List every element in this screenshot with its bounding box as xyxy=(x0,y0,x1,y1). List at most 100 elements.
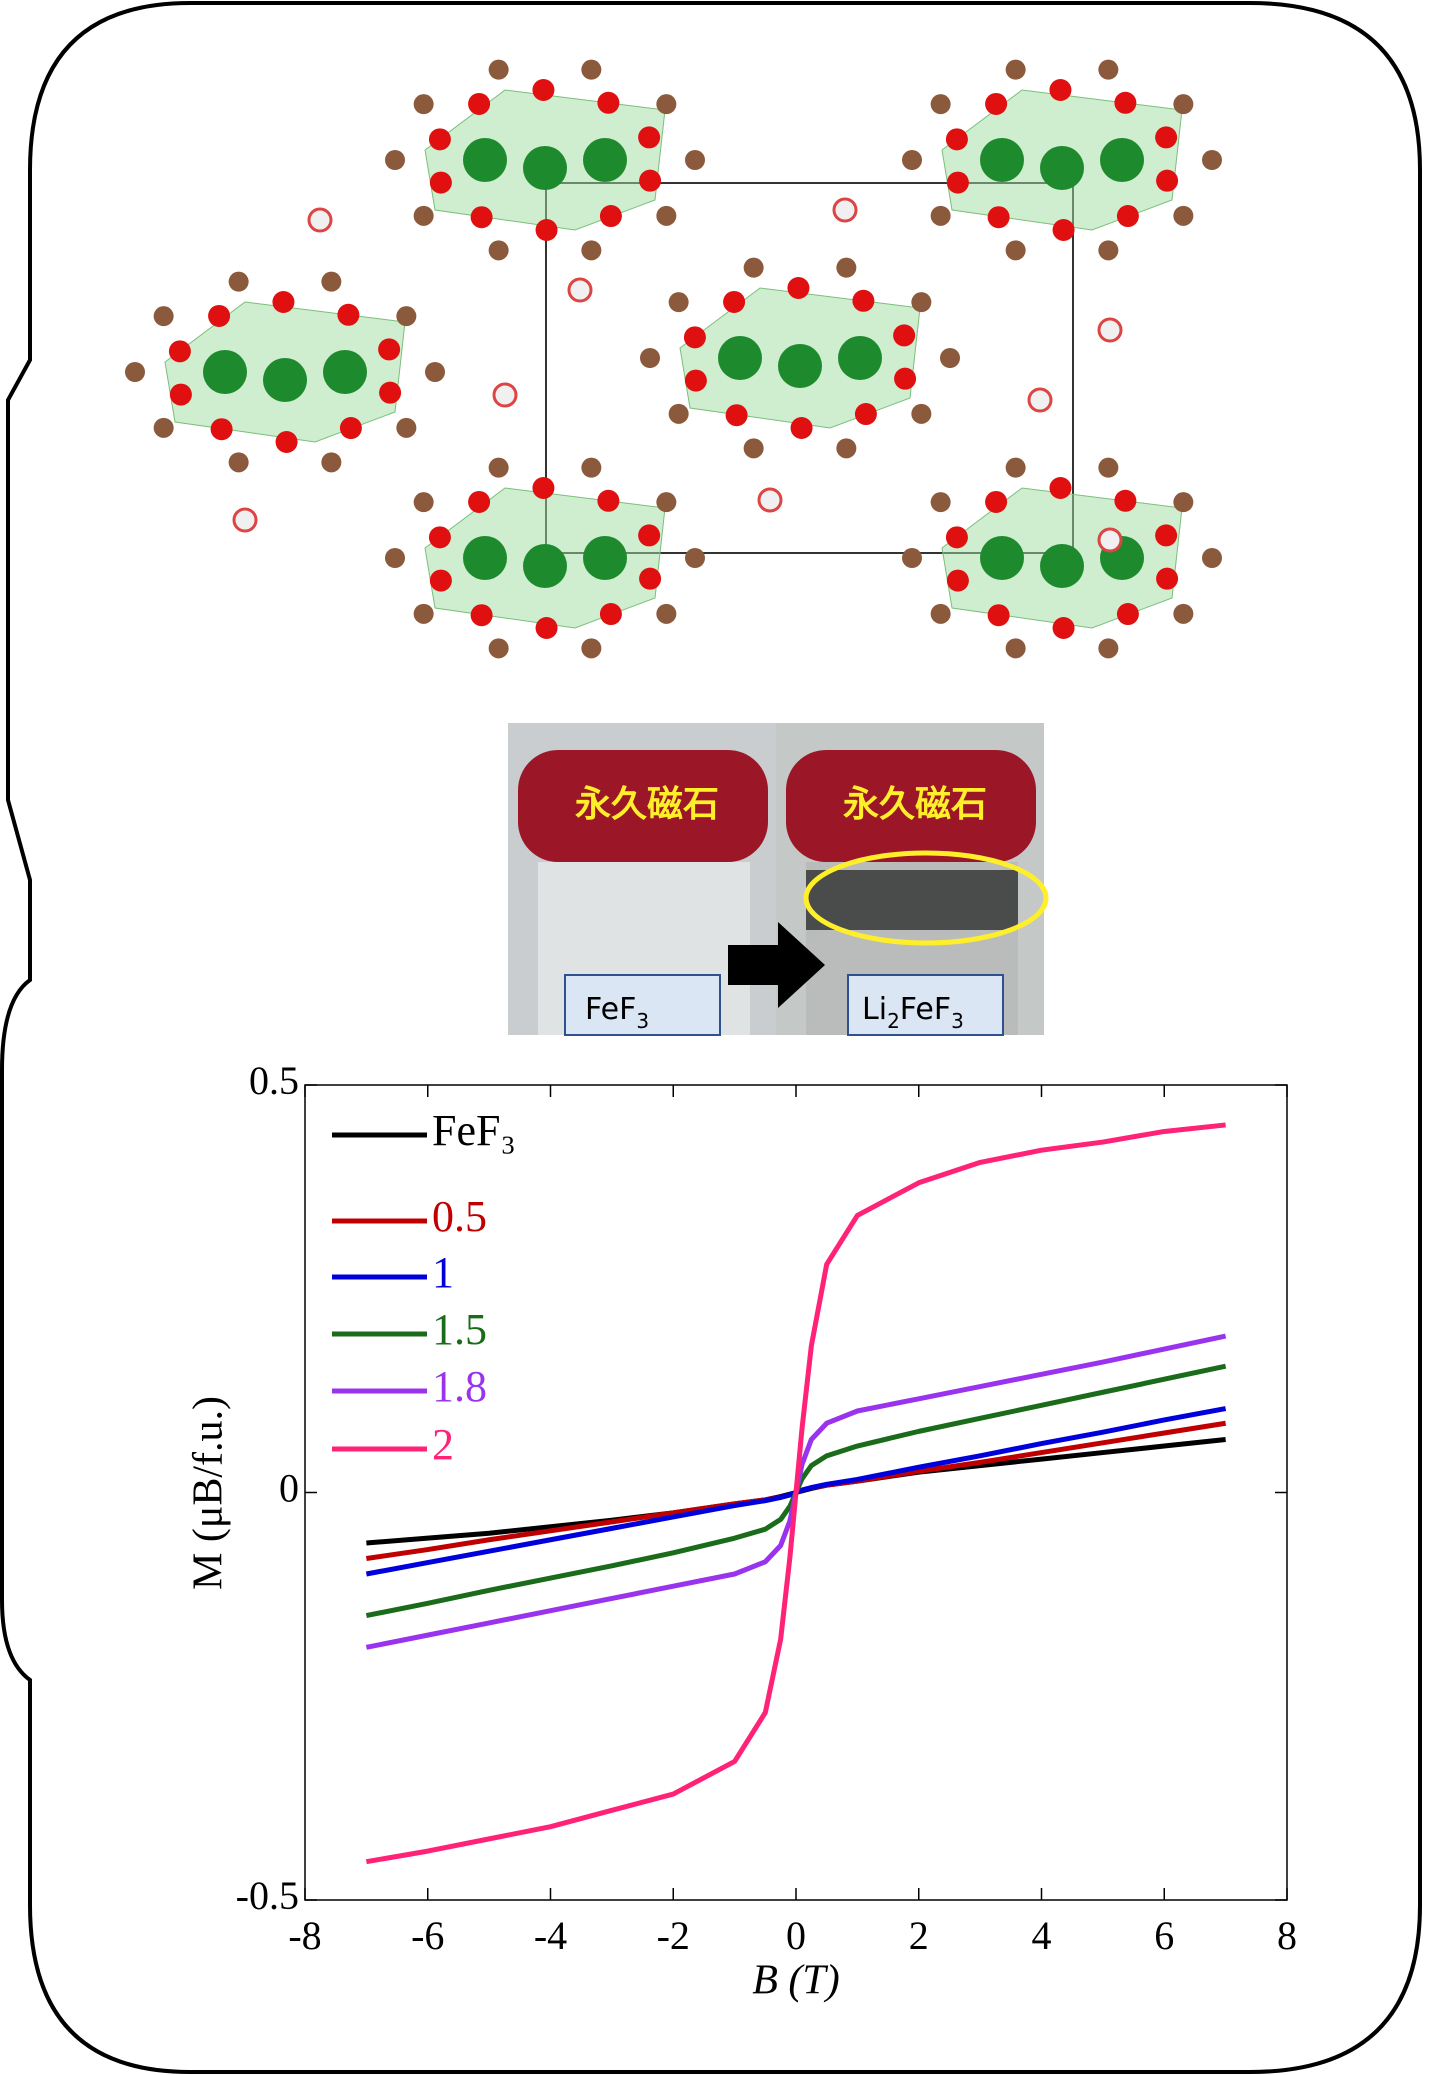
oxygen xyxy=(684,369,707,392)
carbon xyxy=(656,492,677,513)
oxygen xyxy=(1049,477,1072,500)
arrow xyxy=(728,922,825,1008)
oxygen xyxy=(1052,616,1075,639)
carbon xyxy=(413,94,434,115)
oxygen xyxy=(946,569,969,592)
magnet-label: 永久磁石 xyxy=(843,784,987,825)
iron xyxy=(463,536,507,580)
iron xyxy=(263,358,307,402)
legend-label: 1.5 xyxy=(432,1305,487,1354)
carbon xyxy=(228,271,249,292)
carbon xyxy=(321,271,342,292)
oxygen xyxy=(428,526,451,549)
oxygen xyxy=(987,604,1010,627)
oxygen xyxy=(1052,218,1075,241)
carbon xyxy=(902,150,922,170)
oxygen xyxy=(790,416,813,439)
carbon xyxy=(581,240,602,261)
oxygen xyxy=(639,169,662,192)
label-sub: 3 xyxy=(951,1009,964,1033)
oxygen xyxy=(379,381,402,404)
carbon xyxy=(581,638,602,659)
carbon xyxy=(902,548,922,568)
label-part: FeF xyxy=(900,992,951,1027)
oxygen xyxy=(169,383,192,406)
carbon xyxy=(836,257,857,278)
water-oxygen xyxy=(1097,527,1123,553)
oxygen xyxy=(470,206,493,229)
carbon xyxy=(1098,638,1119,659)
carbon xyxy=(685,548,705,568)
oxygen xyxy=(638,126,661,149)
carbon xyxy=(1005,59,1026,80)
oxygen xyxy=(683,326,706,349)
oxygen xyxy=(378,338,401,361)
oxygen xyxy=(429,569,452,592)
carbon xyxy=(396,306,417,327)
oxygen xyxy=(532,477,555,500)
water-oxygen xyxy=(567,277,593,303)
oxygen xyxy=(599,603,622,626)
oxygen xyxy=(723,290,746,313)
photo: 永久磁石 永久磁石 FeF3 Li2FeF3 xyxy=(508,723,1049,1036)
carbon xyxy=(413,492,434,513)
oxygen xyxy=(272,291,295,314)
carbon xyxy=(1173,603,1194,624)
unit-cell xyxy=(545,182,1074,554)
carbon xyxy=(640,348,660,368)
carbon xyxy=(1173,205,1194,226)
oxygen xyxy=(599,205,622,228)
oxygen xyxy=(945,128,968,151)
oxygen xyxy=(985,490,1008,513)
iron xyxy=(1100,138,1144,182)
oxygen xyxy=(1114,91,1137,114)
carbon xyxy=(1005,638,1026,659)
oxygen xyxy=(1116,603,1139,626)
carbon xyxy=(656,94,677,115)
carbon xyxy=(228,452,249,473)
carbon xyxy=(153,306,174,327)
carbon xyxy=(668,403,689,424)
oxygen xyxy=(1155,126,1178,149)
x-tick-label: 4 xyxy=(1032,1913,1052,1958)
legend-label: 1 xyxy=(432,1248,454,1297)
crystal-structure xyxy=(125,59,1222,659)
oxygen xyxy=(597,489,620,512)
carbon xyxy=(396,417,417,438)
oxygen xyxy=(168,340,191,363)
oxygen xyxy=(535,616,558,639)
legend-label: 1.8 xyxy=(432,1362,487,1411)
x-tick-label: 0 xyxy=(786,1913,806,1958)
carbon xyxy=(581,59,602,80)
oxygen xyxy=(985,92,1008,115)
iron xyxy=(1040,146,1084,190)
water-oxygen xyxy=(1027,387,1053,413)
carbon xyxy=(413,205,434,226)
label-part: FeF xyxy=(585,992,636,1027)
powder xyxy=(806,870,1018,930)
iron xyxy=(463,138,507,182)
carbon xyxy=(488,240,509,261)
label-sub: 2 xyxy=(887,1009,900,1033)
x-tick-label: -8 xyxy=(288,1913,321,1958)
oxygen xyxy=(208,304,231,327)
carbon xyxy=(1098,240,1119,261)
oxygen xyxy=(1155,524,1178,547)
carbon xyxy=(385,548,405,568)
label-sub: 3 xyxy=(636,1009,649,1033)
oxygen xyxy=(725,404,748,427)
carbon xyxy=(668,292,689,313)
water-oxygen xyxy=(757,487,783,513)
y-axis-label: M (μB/f.u.) xyxy=(186,1396,232,1590)
y-tick-label: 0 xyxy=(279,1466,299,1511)
carbon xyxy=(656,205,677,226)
carbon xyxy=(488,59,509,80)
label-box xyxy=(847,974,1004,1036)
carbon xyxy=(940,348,960,368)
legend-label: 0.5 xyxy=(432,1192,487,1241)
y-tick-label: 0.5 xyxy=(249,1058,299,1103)
series-line xyxy=(365,1122,1226,1865)
oxygen xyxy=(468,92,491,115)
oxygen xyxy=(535,218,558,241)
